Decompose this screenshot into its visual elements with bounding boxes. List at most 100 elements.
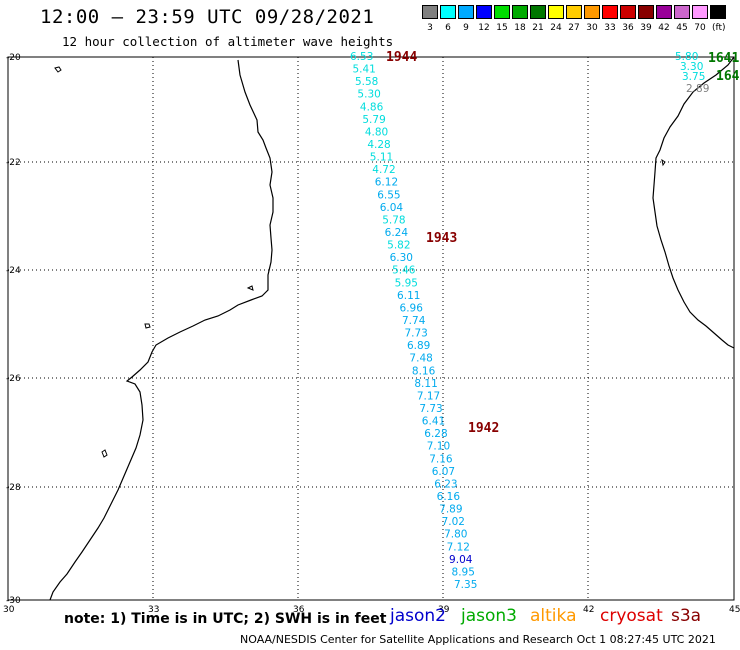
swh-value: 5.79 <box>362 114 385 126</box>
pass-label: 1641 <box>708 51 739 66</box>
latitude-labels: -20 -22 -24 -26 -28 -30 <box>6 53 21 606</box>
swh-value: 5.95 <box>395 277 418 289</box>
lat-label: -22 <box>6 158 21 168</box>
island <box>101 449 108 458</box>
scale-swatch <box>602 5 618 19</box>
scale-tick-label: 42 <box>658 23 670 33</box>
swh-value: 6.12 <box>375 177 398 189</box>
swh-value: 7.80 <box>444 529 467 541</box>
scale-swatch <box>566 5 582 19</box>
swh-value: 2.89 <box>686 83 709 95</box>
swh-value: 7.48 <box>409 353 432 365</box>
scale-swatch <box>638 5 654 19</box>
island <box>54 66 62 73</box>
swh-value: 4.72 <box>372 164 395 176</box>
islands <box>54 66 666 458</box>
coastline-africa <box>49 59 274 601</box>
swh-value: 5.46 <box>392 265 416 277</box>
lon-label: 30 <box>3 605 15 615</box>
swh-value: 7.73 <box>404 328 427 340</box>
scale-swatch <box>458 5 474 19</box>
credit-line: NOAA/NESDIS Center for Satellite Applica… <box>240 633 716 646</box>
units-label: (ft) <box>712 23 726 33</box>
pass-label: 1943 <box>426 231 457 246</box>
swh-value: 7.10 <box>427 441 450 453</box>
scale-swatch <box>674 5 690 19</box>
scale-swatch <box>476 5 492 19</box>
swh-value: 4.28 <box>367 139 390 151</box>
scale-swatch <box>692 5 708 19</box>
scale-swatch <box>440 5 456 19</box>
swh-value: 6.24 <box>385 227 409 239</box>
island <box>144 323 151 329</box>
footer-note: note: 1) Time is in UTC; 2) SWH is in fe… <box>64 611 387 627</box>
scale-swatch <box>710 5 726 19</box>
swh-value: 3.30 <box>680 61 703 73</box>
satellite-s3a: s3a <box>671 606 702 626</box>
scale-tick-label: 39 <box>640 23 652 33</box>
swh-value: 5.58 <box>355 76 378 88</box>
pass-labels: 1944 1943 1942 1641 164 <box>386 50 740 436</box>
swh-value: 7.16 <box>429 453 453 465</box>
swh-value: 5.82 <box>387 240 410 252</box>
scale-tick-label: 12 <box>478 23 490 33</box>
scale-tick-label: 18 <box>514 23 526 33</box>
swh-value: 8.16 <box>412 365 436 377</box>
swh-value: 7.74 <box>402 315 426 327</box>
lon-label: 33 <box>148 605 159 615</box>
swh-value: 6.07 <box>432 466 455 478</box>
swh-value: 6.55 <box>377 189 400 201</box>
lat-label: -20 <box>6 53 21 63</box>
scale-tick-label: 33 <box>604 23 616 33</box>
lon-label: 42 <box>583 605 594 615</box>
lat-label: -26 <box>6 374 21 384</box>
swh-value: 5.80 <box>675 51 698 63</box>
scale-tick-label: 36 <box>622 23 634 33</box>
swh-observations: 6.535.415.585.304.865.794.804.285.114.72… <box>350 51 709 591</box>
map-frame <box>7 56 735 601</box>
scale-swatch <box>422 5 438 19</box>
scale-swatch <box>620 5 636 19</box>
longitude-labels: 30 33 36 39 42 45 <box>3 605 740 615</box>
coastline-madagascar <box>652 56 735 349</box>
lon-label: 39 <box>438 605 450 615</box>
lat-label: -28 <box>6 483 21 493</box>
satellite-jason2: jason2 <box>390 606 446 626</box>
swh-value: 5.41 <box>352 64 375 76</box>
swh-value: 7.35 <box>454 579 477 591</box>
swh-value: 4.86 <box>360 101 384 113</box>
swh-value: 7.73 <box>419 403 442 415</box>
swh-value: 5.30 <box>357 89 380 101</box>
scale-tick-label: 3 <box>427 23 433 33</box>
swh-value: 6.04 <box>380 202 404 214</box>
scale-tick-label: 30 <box>586 23 598 33</box>
swh-value: 4.80 <box>365 126 388 138</box>
lon-label: 36 <box>293 605 305 615</box>
swh-value: 6.16 <box>437 491 461 503</box>
lat-label: -24 <box>6 266 21 276</box>
scale-swatch <box>656 5 672 19</box>
scale-swatch <box>548 5 564 19</box>
swh-value: 7.02 <box>442 516 465 528</box>
scale-tick-label: 45 <box>676 23 688 33</box>
scale-tick-label: 21 <box>532 23 544 33</box>
satellite-cryosat: cryosat <box>600 606 663 626</box>
pass-label: 1942 <box>468 421 499 436</box>
swh-value: 6.11 <box>397 290 420 302</box>
lat-label: -30 <box>6 596 21 606</box>
swh-value: 7.89 <box>439 504 462 516</box>
swh-value: 6.41 <box>422 416 445 428</box>
swh-value: 9.04 <box>449 554 473 566</box>
swh-value: 6.28 <box>424 428 447 440</box>
scale-tick-label: 24 <box>550 23 562 33</box>
scale-tick-label: 6 <box>445 23 451 33</box>
lat-lon-grid <box>8 57 734 600</box>
swh-value: 7.17 <box>417 390 440 402</box>
lon-label: 45 <box>729 605 740 615</box>
swh-value: 3.75 <box>682 71 705 83</box>
swh-value: 6.23 <box>434 478 457 490</box>
map-title: 12:00 — 23:59 UTC 09/28/2021 <box>40 6 375 28</box>
scale-tick-label: 70 <box>694 23 706 33</box>
swh-value: 6.89 <box>407 340 430 352</box>
